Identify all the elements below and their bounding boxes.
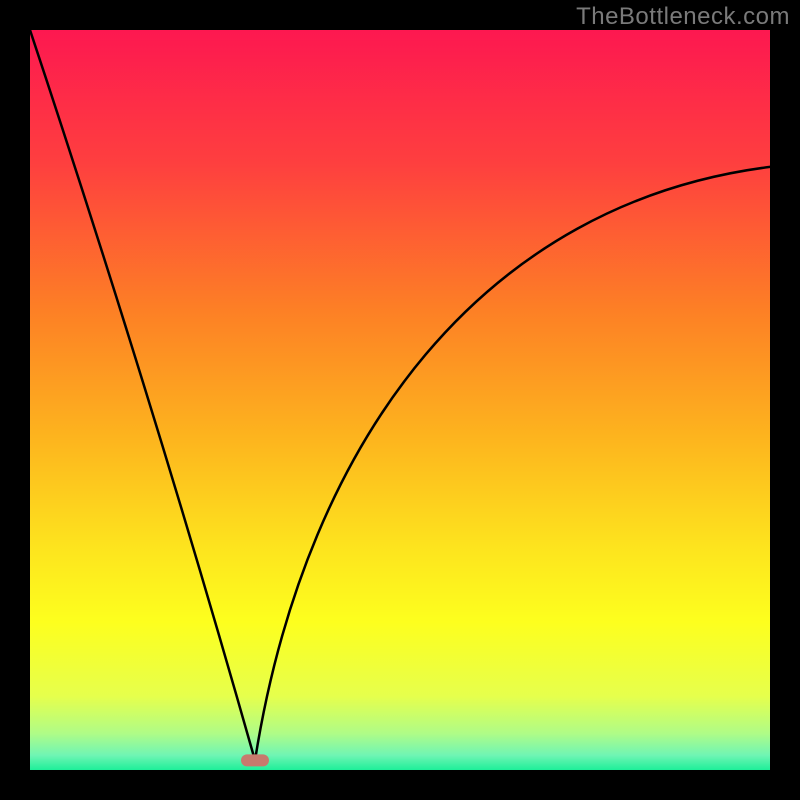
dip-marker [241,754,269,766]
attribution-text: TheBottleneck.com [576,3,790,31]
chart-curve-svg [30,30,770,770]
bottleneck-curve [30,30,770,760]
